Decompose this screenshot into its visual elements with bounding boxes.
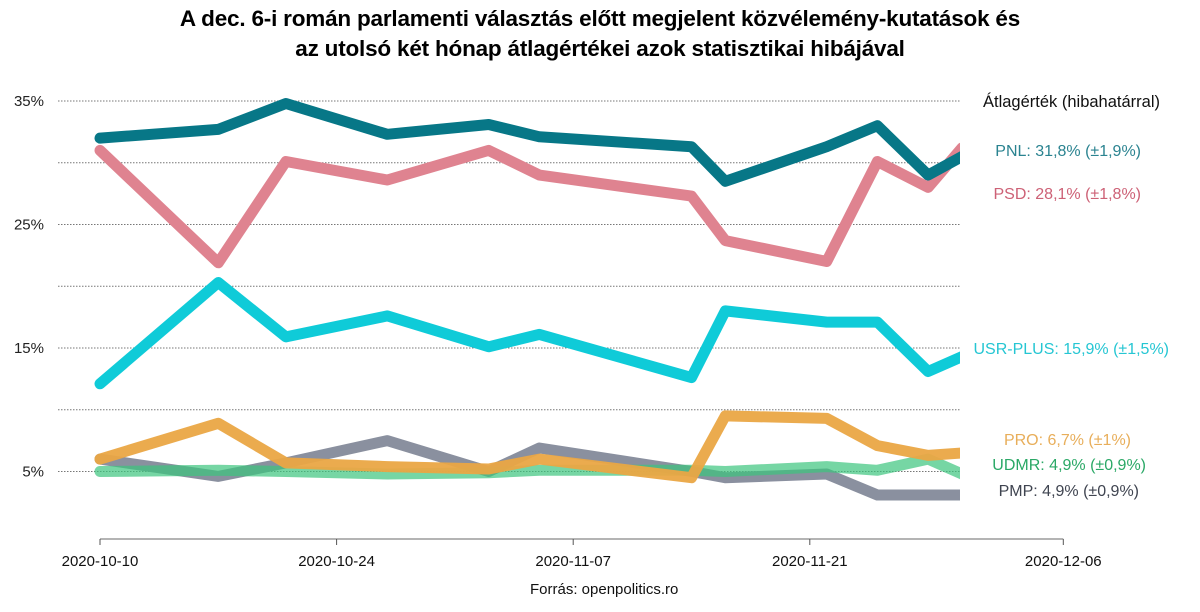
y-tick-label: 25%	[14, 217, 44, 234]
series-line-pro	[94, 410, 960, 484]
legend-label-pnl: PNL: 31,8% (±1,9%)	[995, 143, 1141, 160]
chart-title-line-1: A dec. 6-i román parlamenti választás el…	[179, 6, 1021, 31]
legend-label-usr-plus: USR-PLUS: 15,9% (±1,5%)	[973, 341, 1169, 358]
series-lines	[94, 98, 960, 501]
x-tick-label: 2020-10-24	[298, 553, 375, 570]
y-axis-tick-labels: 35% 25% 15% 5%	[14, 93, 44, 481]
series-line-psd	[94, 142, 960, 269]
legend-title: Átlagérték (hibahatárral)	[983, 92, 1160, 111]
legend: PMP: 4,9% (±0,9%) UDMR: 4,9% (±0,9%) PRO: …	[973, 143, 1169, 500]
x-tick-label: 2020-12-06	[1025, 553, 1102, 570]
series-line-pnl	[94, 98, 960, 187]
x-axis: 2020-10-10 2020-10-24 2020-11-07 2020-11-21…	[62, 538, 1102, 570]
x-tick-label: 2020-10-10	[62, 553, 139, 570]
y-tick-label: 5%	[22, 464, 44, 481]
series-line-usr-plus	[94, 277, 960, 390]
series-line-pmp	[94, 435, 960, 501]
chart-title: A dec. 6-i román parlamenti választás el…	[0, 4, 1200, 64]
legend-label-psd: PSD: 28,1% (±1,8%)	[993, 186, 1141, 203]
legend-label-pmp: PMP: 4,9% (±0,9%)	[999, 483, 1139, 500]
legend-label-udmr: UDMR: 4,9% (±0,9%)	[992, 457, 1146, 474]
y-tick-label: 15%	[14, 340, 44, 357]
source-note: Forrás: openpolitics.ro	[530, 581, 678, 598]
x-tick-label: 2020-11-07	[535, 553, 611, 570]
legend-label-pro: PRO: 6,7% (±1%)	[1004, 432, 1131, 449]
y-tick-label: 35%	[14, 93, 44, 110]
chart-title-line-2: az utolsó két hónap átlagértékei azok st…	[295, 36, 905, 61]
x-tick-label: 2020-11-21	[772, 553, 848, 570]
